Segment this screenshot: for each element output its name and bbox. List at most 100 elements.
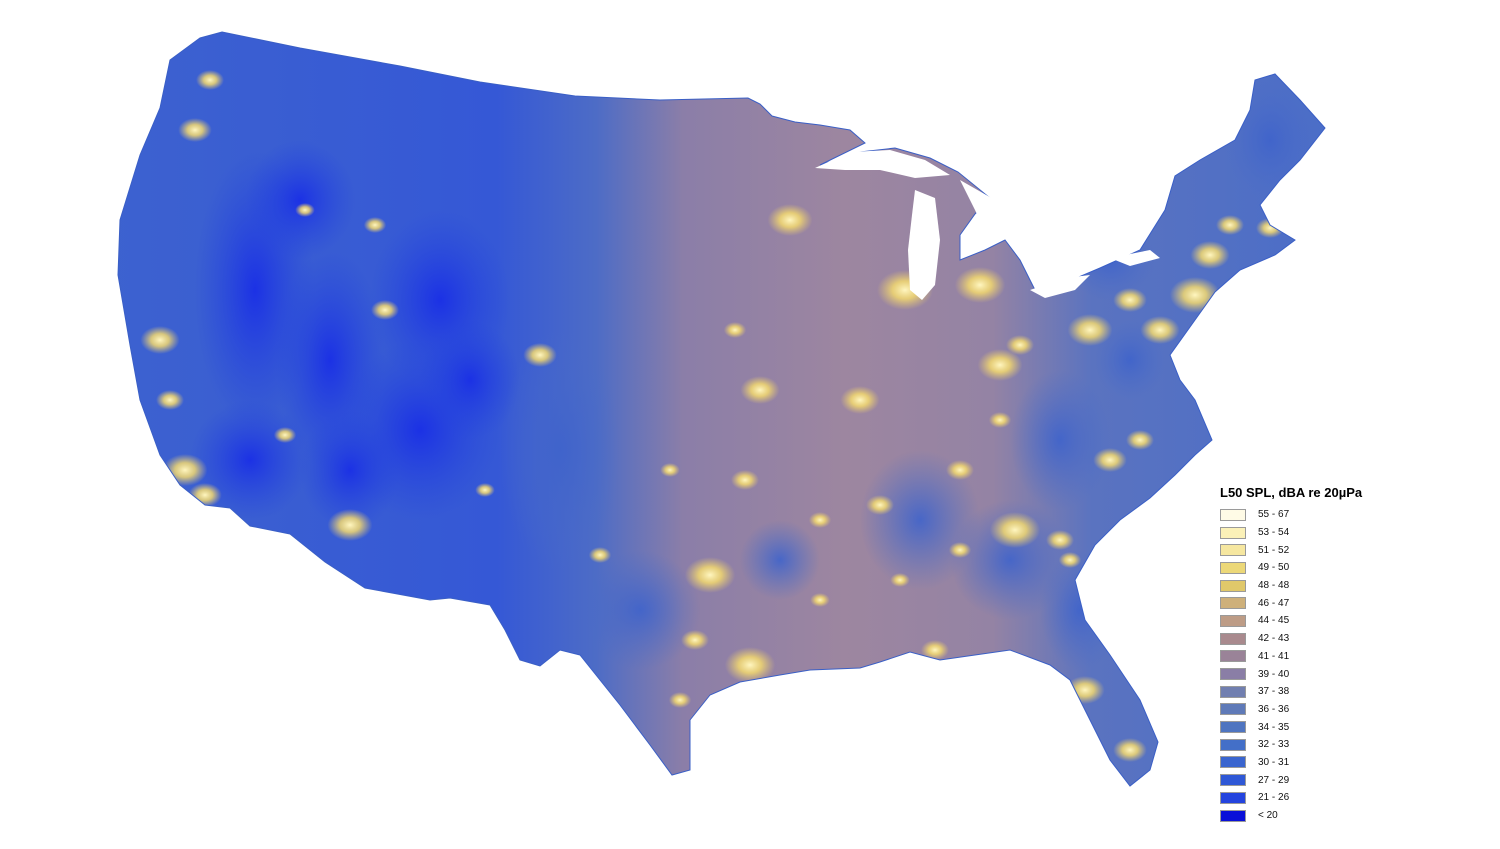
city-glow bbox=[1058, 552, 1082, 568]
blue-zone bbox=[580, 550, 700, 670]
legend-swatch bbox=[1220, 721, 1246, 734]
city-glow bbox=[684, 557, 736, 593]
legend-swatch bbox=[1220, 597, 1246, 610]
legend-item: 39 - 40 bbox=[1220, 665, 1480, 683]
city-glow bbox=[1126, 430, 1154, 450]
city-glow bbox=[948, 542, 972, 558]
map-land bbox=[118, 32, 1325, 786]
legend-title: L50 SPL, dBA re 20µPa bbox=[1220, 485, 1363, 500]
lake-superior bbox=[815, 150, 950, 178]
legend-label: 46 - 47 bbox=[1258, 597, 1290, 609]
great-lakes bbox=[815, 150, 1160, 300]
city-glow bbox=[731, 470, 759, 490]
lake-erie bbox=[1030, 275, 1090, 298]
legend-item: 21 - 26 bbox=[1220, 789, 1480, 807]
city-glow bbox=[890, 573, 910, 587]
city-glow bbox=[1067, 314, 1113, 346]
quiet-zones bbox=[190, 140, 520, 530]
legend-item: 34 - 35 bbox=[1220, 718, 1480, 736]
city-glow bbox=[1006, 335, 1034, 355]
us-outline bbox=[117, 31, 1326, 787]
legend-label: 34 - 35 bbox=[1258, 721, 1290, 733]
legend-item: 27 - 29 bbox=[1220, 771, 1480, 789]
legend-item: 30 - 31 bbox=[1220, 754, 1480, 772]
legend-swatch bbox=[1220, 544, 1246, 557]
legend-item: 48 - 48 bbox=[1220, 577, 1480, 595]
city-glow bbox=[196, 70, 224, 90]
city-glow bbox=[140, 326, 180, 354]
city-glow bbox=[1216, 215, 1244, 235]
legend-item: 44 - 45 bbox=[1220, 612, 1480, 630]
legend-swatch bbox=[1220, 738, 1246, 751]
legend-item: 42 - 43 bbox=[1220, 630, 1480, 648]
legend-label: 21 - 26 bbox=[1258, 792, 1290, 804]
legend-label: 55 - 67 bbox=[1258, 509, 1290, 521]
city-glow bbox=[162, 454, 208, 486]
legend-item: 37 - 38 bbox=[1220, 683, 1480, 701]
legend-label: 42 - 43 bbox=[1258, 633, 1290, 645]
legend-item: 51 - 52 bbox=[1220, 541, 1480, 559]
legend-swatch bbox=[1220, 508, 1246, 521]
blue-zone bbox=[1225, 80, 1315, 200]
city-glow bbox=[723, 322, 747, 338]
legend-swatch bbox=[1220, 579, 1246, 592]
legend-label: 41 - 41 bbox=[1258, 650, 1290, 662]
lake-michigan bbox=[908, 190, 940, 300]
legend-item: 55 - 67 bbox=[1220, 506, 1480, 524]
legend-swatch bbox=[1220, 809, 1246, 822]
legend-swatch bbox=[1220, 685, 1246, 698]
city-glow bbox=[840, 386, 880, 414]
legend-item: 41 - 41 bbox=[1220, 648, 1480, 666]
legend-label: 44 - 45 bbox=[1258, 615, 1290, 627]
quiet-zone bbox=[245, 140, 355, 260]
lake-ontario bbox=[1110, 250, 1160, 266]
legend-label: < 20 bbox=[1258, 810, 1278, 822]
city-glow bbox=[810, 593, 830, 607]
legend-swatch bbox=[1220, 756, 1246, 769]
city-glow bbox=[954, 267, 1006, 303]
city-glow bbox=[1113, 738, 1147, 762]
blue-zone bbox=[860, 450, 980, 590]
legend-swatch bbox=[1220, 650, 1246, 663]
blue-zone bbox=[1010, 370, 1110, 510]
legend-label: 32 - 33 bbox=[1258, 739, 1290, 751]
legend-swatch bbox=[1220, 703, 1246, 716]
city-glow bbox=[156, 390, 184, 410]
city-glow bbox=[724, 647, 776, 683]
city-glow bbox=[588, 547, 612, 563]
city-glow bbox=[1046, 530, 1074, 550]
city-glow bbox=[866, 495, 894, 515]
city-glow bbox=[681, 630, 709, 650]
city-glow bbox=[740, 376, 780, 404]
legend-label: 48 - 48 bbox=[1258, 580, 1290, 592]
legend-label: 30 - 31 bbox=[1258, 756, 1290, 768]
city-glow bbox=[767, 204, 813, 236]
quiet-zone bbox=[300, 410, 400, 530]
city-glow bbox=[1190, 241, 1230, 269]
city-glow bbox=[660, 463, 680, 477]
city-glow bbox=[475, 483, 495, 497]
city-glow bbox=[178, 118, 212, 142]
legend-swatch bbox=[1220, 791, 1246, 804]
city-glow bbox=[668, 692, 692, 708]
legend-label: 53 - 54 bbox=[1258, 527, 1290, 539]
city-glow bbox=[523, 343, 557, 367]
legend-swatch bbox=[1220, 668, 1246, 681]
city-glow bbox=[1113, 288, 1147, 312]
eastern-blue-zones bbox=[500, 80, 1315, 670]
city-glow bbox=[946, 460, 974, 480]
city-glow bbox=[327, 509, 373, 541]
legend-label: 27 - 29 bbox=[1258, 774, 1290, 786]
lake-huron bbox=[960, 180, 1010, 240]
legend-swatch bbox=[1220, 526, 1246, 539]
legend-item: 32 - 33 bbox=[1220, 736, 1480, 754]
quiet-zone bbox=[420, 320, 520, 440]
legend-item: 36 - 36 bbox=[1220, 701, 1480, 719]
legend-item: < 20 bbox=[1220, 807, 1480, 825]
city-glow bbox=[921, 640, 949, 660]
city-glow bbox=[1065, 676, 1105, 704]
blue-zone bbox=[500, 330, 620, 570]
city-glow bbox=[371, 300, 399, 320]
